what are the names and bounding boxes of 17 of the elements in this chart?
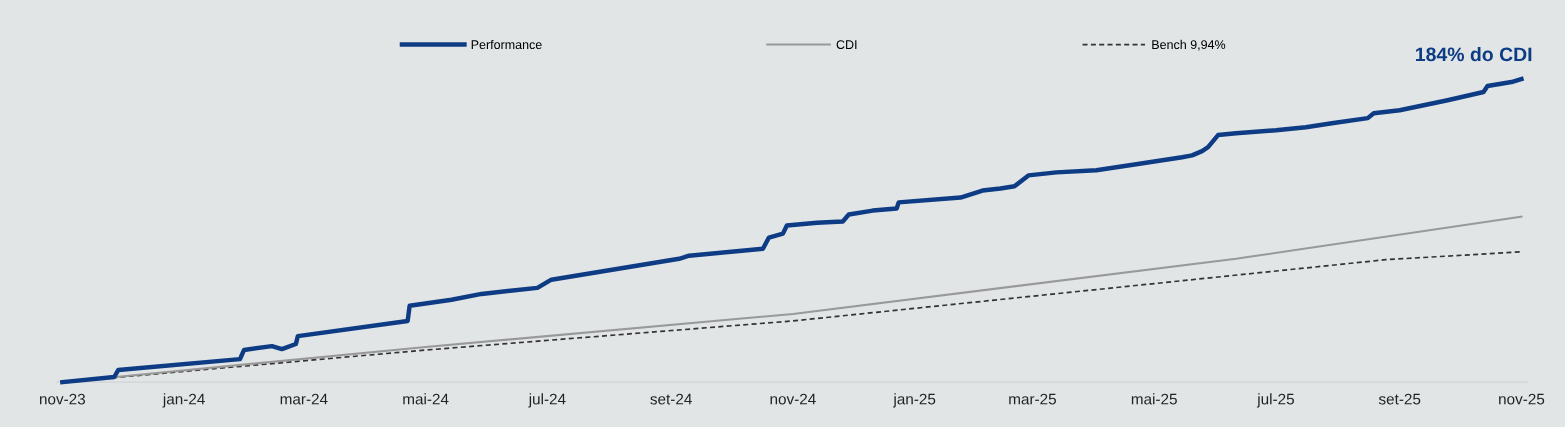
x-tick-label: mai-25 [1131,393,1177,405]
x-tick-label: jul-24 [528,393,566,408]
x-tick-label: set-24 [650,393,692,405]
x-tick-label: mar-25 [1009,393,1056,405]
x-tick-label: set-25 [1378,393,1421,405]
x-tick-label: jan-24 [162,393,205,408]
x-tick-label: nov-24 [770,393,816,405]
x-tick-label: mai-24 [403,393,449,405]
x-tick-label: mar-24 [280,393,328,405]
legend-label: Performance [471,39,542,50]
x-tick-label: nov-23 [39,393,86,405]
x-tick-label: jan-25 [893,393,936,408]
x-tick-label: nov-25 [1499,393,1545,405]
legend-label: Bench 9,94% [1152,39,1226,51]
legend-label: CDI [836,40,857,50]
annotation: 184% do CDI [1416,46,1532,62]
x-tick-label: jul-25 [1256,393,1294,408]
